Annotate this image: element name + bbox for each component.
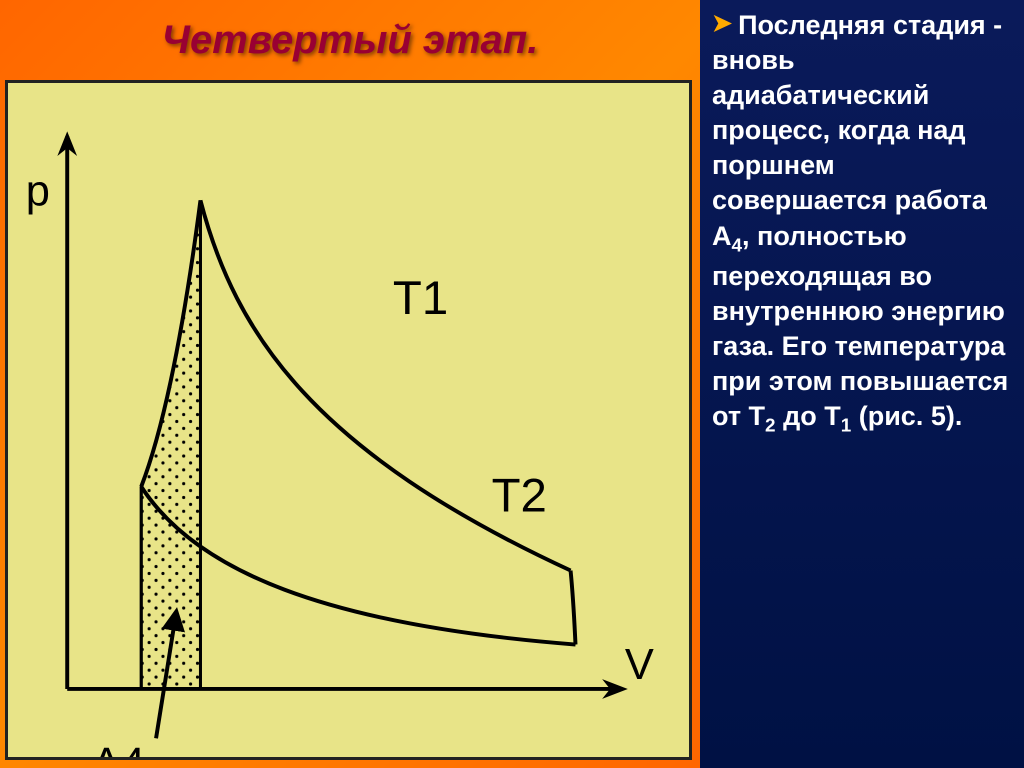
a4-label: A4 [92, 740, 145, 757]
desc-part1: Последняя стадия - вновь адиабатический … [712, 10, 1002, 251]
bullet-icon: ➤ [712, 8, 732, 39]
desc-part4: (рис. 5). [851, 401, 962, 431]
adiabat-right [571, 571, 576, 645]
t2-label: T2 [492, 469, 547, 522]
desc-sub2: 2 [765, 415, 776, 436]
t1-label: T1 [393, 272, 448, 325]
right-panel: ➤Последняя стадия - вновь адиабатический… [700, 0, 1024, 768]
desc-part2: , полностью переходящая во внутреннюю эн… [712, 221, 1008, 431]
desc-sub4: 4 [732, 235, 743, 256]
x-axis-label: V [625, 641, 654, 689]
desc-part3: до Т [776, 401, 841, 431]
desc-sub1: 1 [841, 415, 852, 436]
y-axis-label: p [26, 167, 50, 215]
left-panel: Четвертый этап. [0, 0, 700, 768]
chart-area: p V T1 T2 A4 [5, 80, 692, 760]
slide-title: Четвертый этап. [162, 18, 539, 63]
description-text: ➤Последняя стадия - вновь адиабатический… [712, 8, 1012, 439]
pv-diagram: p V T1 T2 A4 [8, 83, 689, 757]
title-bar: Четвертый этап. [0, 0, 700, 80]
